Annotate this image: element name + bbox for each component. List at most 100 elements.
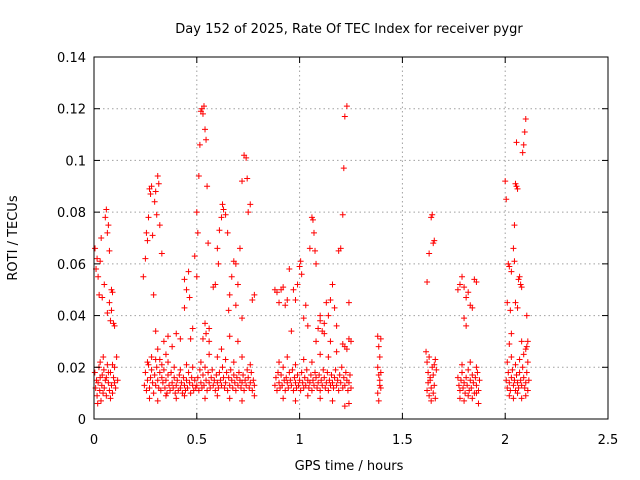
data-point bbox=[202, 395, 209, 402]
data-point bbox=[232, 302, 239, 309]
data-point bbox=[329, 281, 336, 288]
data-point bbox=[426, 392, 433, 399]
data-point bbox=[455, 382, 462, 389]
data-point bbox=[337, 379, 344, 386]
data-point bbox=[475, 400, 482, 407]
data-point bbox=[273, 289, 280, 296]
data-point bbox=[325, 312, 332, 319]
data-point bbox=[97, 397, 104, 404]
data-point bbox=[522, 346, 529, 353]
y-tick-label: 0.14 bbox=[57, 51, 86, 66]
data-point bbox=[156, 369, 163, 376]
data-point bbox=[191, 253, 198, 260]
data-point bbox=[110, 320, 117, 327]
data-point bbox=[430, 372, 437, 379]
data-point bbox=[298, 271, 305, 278]
data-point bbox=[461, 379, 468, 386]
data-point bbox=[100, 390, 107, 397]
data-point bbox=[376, 382, 383, 389]
data-point bbox=[374, 333, 381, 340]
data-point bbox=[206, 338, 213, 345]
data-point bbox=[100, 353, 107, 360]
data-point bbox=[290, 286, 297, 293]
data-point bbox=[233, 374, 240, 381]
data-point bbox=[239, 353, 246, 360]
data-point bbox=[194, 229, 201, 236]
data-point bbox=[181, 304, 188, 311]
data-point bbox=[239, 178, 246, 185]
data-point bbox=[105, 222, 112, 229]
y-tick-label: 0.1 bbox=[65, 154, 86, 169]
data-point bbox=[345, 299, 352, 306]
data-point bbox=[507, 307, 514, 314]
data-point bbox=[177, 384, 184, 391]
data-point bbox=[377, 369, 384, 376]
data-point bbox=[423, 348, 430, 355]
data-point bbox=[103, 392, 110, 399]
data-point bbox=[326, 377, 333, 384]
data-point bbox=[504, 299, 511, 306]
data-point bbox=[284, 379, 291, 386]
data-point bbox=[224, 229, 231, 236]
data-point bbox=[325, 387, 332, 394]
data-point bbox=[97, 359, 104, 366]
data-point bbox=[472, 374, 479, 381]
data-point bbox=[207, 384, 214, 391]
data-point bbox=[105, 369, 112, 376]
data-point bbox=[146, 395, 153, 402]
data-point bbox=[273, 387, 280, 394]
data-point bbox=[461, 284, 468, 291]
data-point bbox=[295, 382, 302, 389]
data-point bbox=[230, 359, 237, 366]
data-point bbox=[294, 372, 301, 379]
data-point bbox=[200, 382, 207, 389]
data-point bbox=[181, 276, 188, 283]
data-point bbox=[205, 369, 212, 376]
data-point bbox=[520, 374, 527, 381]
data-point bbox=[319, 382, 326, 389]
data-point bbox=[327, 338, 334, 345]
data-point bbox=[171, 364, 178, 371]
data-point bbox=[310, 382, 317, 389]
data-point bbox=[166, 382, 173, 389]
data-point bbox=[186, 294, 193, 301]
data-point bbox=[464, 382, 471, 389]
data-point bbox=[300, 315, 307, 322]
data-point bbox=[292, 379, 299, 386]
data-point bbox=[148, 183, 155, 190]
data-point bbox=[217, 377, 224, 384]
data-point bbox=[181, 382, 188, 389]
data-point bbox=[203, 377, 210, 384]
data-point bbox=[216, 227, 223, 234]
data-point bbox=[223, 369, 230, 376]
data-point bbox=[246, 384, 253, 391]
data-point bbox=[470, 379, 477, 386]
data-point bbox=[104, 361, 111, 368]
data-point bbox=[515, 276, 522, 283]
data-point bbox=[161, 384, 168, 391]
data-point bbox=[94, 255, 101, 262]
data-point bbox=[163, 390, 170, 397]
data-point bbox=[289, 366, 296, 373]
data-point bbox=[144, 377, 151, 384]
data-point bbox=[155, 180, 162, 187]
data-point bbox=[318, 377, 325, 384]
data-point bbox=[214, 379, 221, 386]
data-point bbox=[228, 273, 235, 280]
data-point bbox=[301, 374, 308, 381]
data-point bbox=[510, 382, 517, 389]
data-point bbox=[511, 222, 518, 229]
data-point bbox=[165, 333, 172, 340]
data-point bbox=[341, 403, 348, 410]
data-point bbox=[340, 374, 347, 381]
data-point bbox=[306, 245, 313, 252]
data-point bbox=[461, 397, 468, 404]
data-point bbox=[202, 320, 209, 327]
data-point bbox=[183, 286, 190, 293]
data-point bbox=[206, 379, 213, 386]
data-point bbox=[92, 245, 99, 252]
data-point bbox=[302, 302, 309, 309]
data-point bbox=[154, 172, 161, 179]
data-point bbox=[275, 369, 282, 376]
data-point bbox=[514, 379, 521, 386]
